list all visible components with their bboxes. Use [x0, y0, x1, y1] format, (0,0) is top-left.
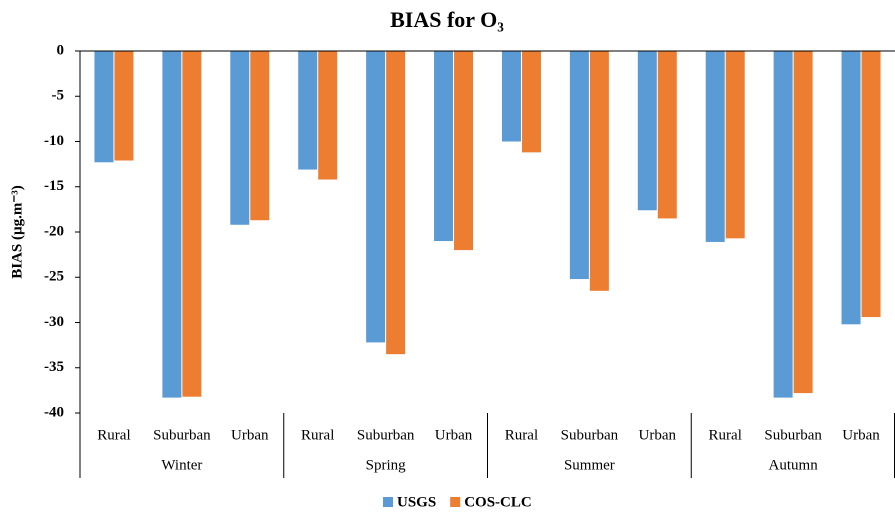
bar	[705, 51, 725, 242]
group-label: Autumn	[769, 457, 819, 473]
x-tick-label: Rural	[97, 427, 130, 443]
bar	[434, 51, 454, 242]
bar	[569, 51, 589, 280]
bar	[657, 51, 677, 219]
x-tick-label: Urban	[842, 427, 880, 443]
bar	[793, 51, 813, 394]
y-tick-label: -20	[44, 223, 64, 239]
bar	[250, 51, 270, 221]
chart-title: BIAS for O₃	[390, 7, 504, 32]
y-tick-label: -5	[52, 88, 65, 104]
legend-label: USGS	[397, 494, 436, 510]
group-label: Summer	[564, 457, 615, 473]
bar	[230, 51, 250, 225]
bar	[501, 51, 521, 142]
legend-swatch	[383, 497, 393, 507]
bar	[386, 51, 406, 355]
y-tick-label: -25	[44, 269, 64, 285]
bar	[725, 51, 745, 239]
x-tick-label: Urban	[639, 427, 677, 443]
x-tick-label: Urban	[231, 427, 269, 443]
x-tick-label: Suburban	[153, 427, 211, 443]
bar	[318, 51, 338, 180]
bar	[773, 51, 793, 398]
x-tick-label: Rural	[505, 427, 538, 443]
bar	[841, 51, 861, 325]
legend-swatch	[450, 497, 461, 507]
x-tick-label: Rural	[301, 427, 334, 443]
bar	[162, 51, 182, 398]
y-tick-label: -30	[44, 314, 64, 330]
group-label: Winter	[161, 457, 202, 473]
x-tick-label: Rural	[709, 427, 742, 443]
bar	[94, 51, 114, 163]
bar	[454, 51, 474, 251]
bar	[366, 51, 386, 343]
legend-label: COS-CLC	[464, 494, 532, 510]
y-tick-label: 0	[57, 42, 65, 58]
x-tick-label: Suburban	[764, 427, 822, 443]
x-tick-label: Urban	[435, 427, 473, 443]
y-tick-label: -15	[44, 178, 64, 194]
bar	[861, 51, 881, 318]
x-tick-label: Suburban	[357, 427, 415, 443]
y-tick-label: -35	[44, 359, 64, 375]
bar	[589, 51, 609, 291]
bar	[637, 51, 657, 211]
y-tick-label: -40	[44, 404, 64, 420]
y-axis-label: BIAS (µg.m⁻³)	[9, 185, 25, 279]
y-tick-label: -10	[44, 133, 64, 149]
bar	[182, 51, 202, 397]
x-tick-label: Suburban	[561, 427, 619, 443]
group-label: Spring	[366, 457, 407, 473]
bar	[521, 51, 541, 153]
bar	[114, 51, 134, 161]
bar	[298, 51, 318, 170]
